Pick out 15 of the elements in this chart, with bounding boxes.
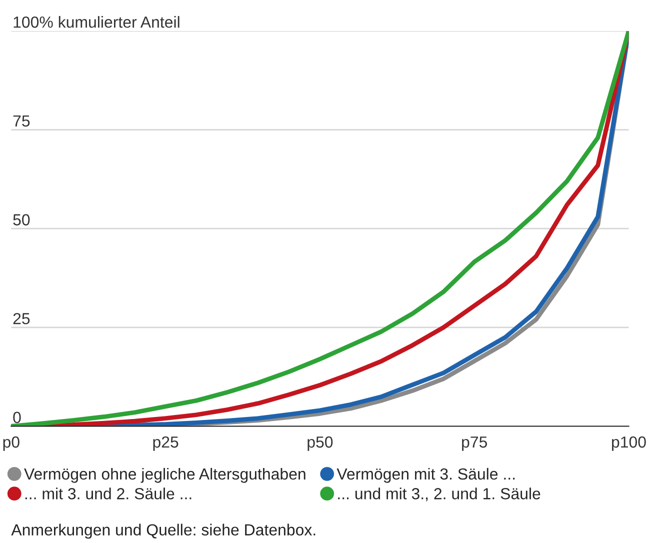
legend-label: ... und mit 3., 2. und 1. Säule bbox=[338, 488, 540, 502]
y-tick-label: 50 bbox=[13, 214, 30, 226]
x-tick-label: p0 bbox=[3, 436, 20, 451]
y-tick-label: 100% kumulierter Anteil bbox=[14, 16, 180, 28]
x-tick-label: p100 bbox=[612, 436, 646, 451]
x-tick-label: p75 bbox=[462, 436, 488, 451]
x-tick-label: p50 bbox=[308, 436, 333, 451]
legend-label: Vermögen ohne jegliche Altersguthaben bbox=[24, 468, 306, 483]
y-tick-label: 75 bbox=[13, 115, 30, 127]
legend-label: Vermögen mit 3. Säule ... bbox=[336, 468, 515, 483]
x-tick-label: p25 bbox=[153, 436, 178, 451]
legend-label: ... mit 3. und 2. Säule ... bbox=[25, 488, 192, 500]
text: Anmerkungen und Quelle: siehe Datenbox. bbox=[11, 524, 316, 539]
y-tick-label: 0 bbox=[13, 412, 21, 424]
y-tick-label: 25 bbox=[13, 312, 30, 324]
